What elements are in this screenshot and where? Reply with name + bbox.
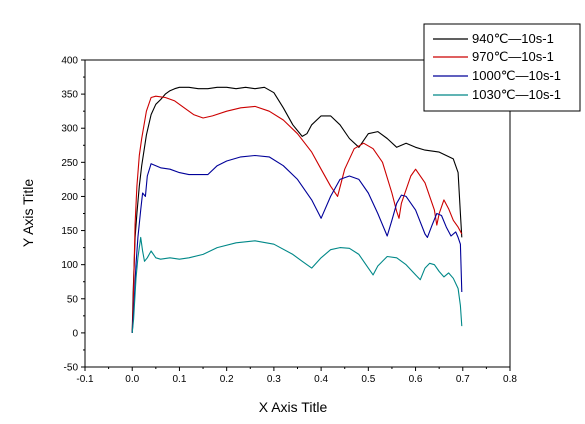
x-tick-label: 0.3: [267, 374, 281, 385]
legend-entry: 1030℃—10s-1: [433, 87, 561, 102]
y-tick-label: 50: [67, 294, 79, 305]
legend-label: 1000℃—10s-1: [472, 68, 561, 83]
y-tick-label: 350: [61, 90, 78, 101]
legend-entry: 1000℃—10s-1: [433, 68, 561, 83]
axis-ticks: -0.1 0.0 0.1 0.2 0.3 0.4 0.5 0.6 0.7 0.8 -50 0 50 100…: [61, 56, 517, 386]
y-tick-label: 300: [61, 124, 78, 135]
x-tick-label: 0.1: [172, 374, 186, 385]
legend-label: 970℃—10s-1: [472, 49, 554, 64]
series-line: [131, 95, 463, 333]
x-tick-label: -0.1: [76, 374, 94, 385]
series-lines: [131, 86, 463, 333]
legend-entry: 940℃—10s-1: [433, 31, 554, 46]
series-line: [131, 86, 463, 333]
y-tick-label: 400: [61, 56, 78, 67]
x-tick-label: 0.6: [409, 374, 423, 385]
y-tick-label: 0: [72, 328, 78, 339]
legend-label: 940℃—10s-1: [472, 31, 554, 46]
y-tick-label: -50: [64, 363, 79, 374]
legend: 940℃—10s-1 970℃—10s-1 1000℃—10s-1 1030℃—…: [423, 23, 581, 112]
x-tick-label: 0.4: [314, 374, 328, 385]
y-tick-label: 200: [61, 192, 78, 203]
x-tick-label: 0.5: [361, 374, 375, 385]
legend-label: 1030℃—10s-1: [472, 87, 561, 102]
x-tick-label: 0.8: [503, 374, 517, 385]
y-tick-label: 250: [61, 158, 78, 169]
legend-entry: 970℃—10s-1: [433, 49, 554, 64]
series-line: [131, 236, 463, 333]
x-tick-label: 0.7: [456, 374, 470, 385]
y-axis-title: Y Axis Title: [20, 179, 36, 247]
x-axis-title: X Axis Title: [259, 399, 328, 415]
x-tick-label: 0.2: [220, 374, 234, 385]
series-line: [131, 154, 463, 333]
y-tick-label: 150: [61, 226, 78, 237]
x-tick-label: 0.0: [125, 374, 139, 385]
y-tick-label: 100: [61, 260, 78, 271]
